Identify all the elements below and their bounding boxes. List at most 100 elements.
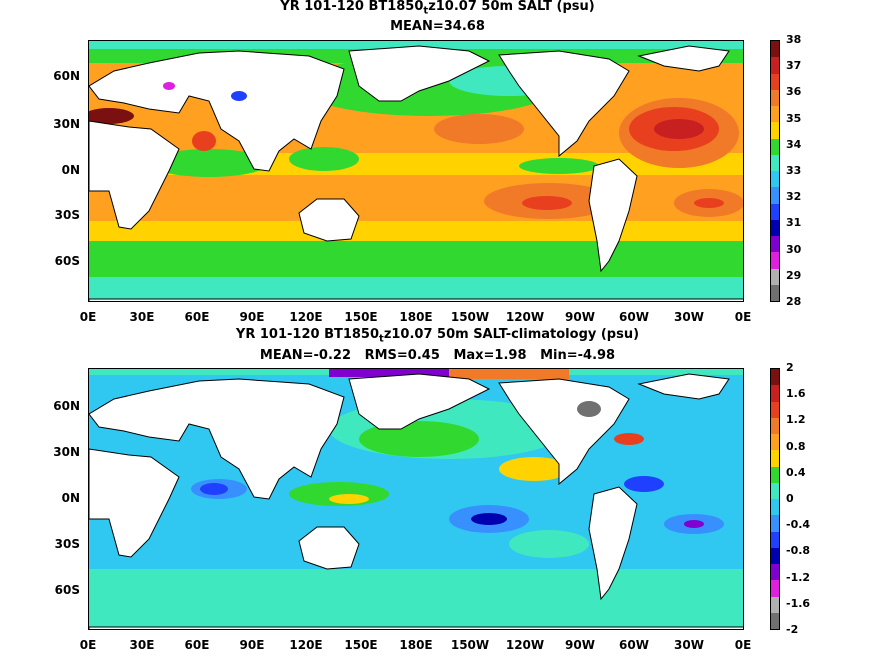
- colorbar-swatch: [771, 564, 779, 581]
- colorbar-tick-label: 1.6: [786, 387, 806, 401]
- top-lat-label-60s: 60S: [54, 254, 80, 268]
- colorbar-swatch: [771, 41, 779, 58]
- top-lon-label: 150E: [344, 310, 378, 324]
- top-salinity-map: [88, 40, 744, 302]
- colorbar-tick-label: 32: [786, 190, 802, 204]
- colorbar-tick-label: 35: [786, 111, 802, 125]
- bottom-lon-label: 30W: [674, 638, 704, 652]
- colorbar-swatch: [771, 284, 779, 301]
- colorbar-swatch: [771, 531, 779, 548]
- bottom-lon-label: 0E: [734, 638, 752, 652]
- bottom-lon-label: 0E: [79, 638, 97, 652]
- bottom-colorbar: [770, 368, 780, 630]
- top-lon-label: 0E: [79, 310, 97, 324]
- colorbar-tick-label: -2: [786, 623, 799, 636]
- bottom-lon-label: 90E: [239, 638, 265, 652]
- colorbar-swatch: [771, 466, 779, 483]
- bottom-lon-label: 120W: [505, 638, 545, 652]
- colorbar-tick-label: 0: [786, 492, 794, 505]
- colorbar-swatch: [771, 89, 779, 106]
- top-lon-label: 120E: [289, 310, 323, 324]
- colorbar-swatch: [771, 57, 779, 74]
- bottom-lon-label: 60W: [619, 638, 649, 652]
- bottom-lon-label: 60E: [184, 638, 210, 652]
- colorbar-tick-label: 38: [786, 33, 802, 46]
- colorbar-tick-label: -1.6: [786, 596, 811, 610]
- colorbar-swatch: [771, 417, 779, 434]
- colorbar-tick-label: 37: [786, 59, 802, 73]
- top-lon-label: 60E: [184, 310, 210, 324]
- top-lat-label-0n: 0N: [61, 163, 80, 177]
- colorbar-tick-label: 34: [786, 137, 802, 151]
- colorbar-swatch: [771, 154, 779, 171]
- top-colorbar: [770, 40, 780, 302]
- top-lon-label: 120W: [505, 310, 545, 324]
- bottom-lon-label: 150W: [450, 638, 490, 652]
- colorbar-tick-label: 33: [786, 164, 802, 177]
- bottom-anomaly-field: [89, 369, 743, 629]
- colorbar-swatch: [771, 171, 779, 188]
- colorbar-swatch: [771, 499, 779, 516]
- colorbar-swatch: [771, 268, 779, 285]
- top-lat-label-60n: 60N: [53, 69, 80, 83]
- colorbar-tick-label: -1.2: [786, 570, 811, 584]
- bottom-lon-label: 30E: [129, 638, 155, 652]
- colorbar-swatch: [771, 434, 779, 451]
- top-lon-label: 60W: [619, 310, 649, 324]
- colorbar-swatch: [771, 369, 779, 386]
- colorbar-swatch: [771, 547, 779, 564]
- top-lon-label: 90W: [565, 310, 595, 324]
- top-lon-label: 30W: [674, 310, 704, 324]
- colorbar-tick-label: 28: [786, 295, 802, 308]
- colorbar-swatch: [771, 252, 779, 269]
- colorbar-swatch: [771, 236, 779, 253]
- bottom-lon-label: 120E: [289, 638, 323, 652]
- top-map-title: YR 101-120 BT1850tz10.07 50m SALT (psu): [280, 0, 595, 17]
- colorbar-tick-label: 2: [786, 361, 794, 374]
- top-lon-label: 90E: [239, 310, 265, 324]
- colorbar-swatch: [771, 612, 779, 629]
- colorbar-tick-label: -0.4: [786, 518, 811, 532]
- top-lon-label: 180E: [399, 310, 433, 324]
- bottom-lat-label-60s: 60S: [54, 583, 80, 597]
- colorbar-tick-label: 30: [786, 242, 802, 256]
- bottom-lon-label: 90W: [565, 638, 595, 652]
- colorbar-tick-label: 0.4: [786, 465, 806, 479]
- colorbar-swatch: [771, 138, 779, 155]
- colorbar-swatch: [771, 73, 779, 90]
- bottom-map-title: YR 101-120 BT1850tz10.07 50m SALT-climat…: [235, 327, 640, 345]
- bottom-lat-label-0n: 0N: [61, 491, 80, 505]
- colorbar-swatch: [771, 401, 779, 418]
- bottom-lat-label-30s: 30S: [54, 537, 80, 551]
- bottom-anomaly-map: [88, 368, 744, 630]
- top-lat-label-30n: 30N: [53, 117, 80, 131]
- top-salinity-field: [89, 41, 743, 301]
- colorbar-tick-label: 31: [786, 216, 802, 230]
- bottom-map-subtitle: MEAN=-0.22 RMS=0.45 Max=1.98 Min=-4.98: [259, 348, 616, 363]
- colorbar-swatch: [771, 203, 779, 220]
- colorbar-swatch: [771, 187, 779, 204]
- bottom-lat-label-30n: 30N: [53, 445, 80, 459]
- colorbar-swatch: [771, 482, 779, 499]
- top-lon-label: 150W: [450, 310, 490, 324]
- colorbar-swatch: [771, 596, 779, 613]
- colorbar-tick-label: 36: [786, 85, 802, 99]
- colorbar-swatch: [771, 385, 779, 402]
- colorbar-tick-label: 1.2: [786, 413, 806, 427]
- colorbar-swatch: [771, 106, 779, 123]
- colorbar-swatch: [771, 515, 779, 532]
- top-lon-label: 0E: [734, 310, 752, 324]
- top-lat-label-30s: 30S: [54, 208, 80, 222]
- colorbar-swatch: [771, 580, 779, 597]
- colorbar-swatch: [771, 450, 779, 467]
- colorbar-swatch: [771, 122, 779, 139]
- bottom-lon-label: 150E: [344, 638, 378, 652]
- colorbar-tick-label: 0.8: [786, 439, 806, 453]
- colorbar-tick-label: 29: [786, 268, 802, 282]
- bottom-lat-label-60n: 60N: [53, 399, 80, 413]
- top-map-subtitle: MEAN=34.68: [390, 19, 485, 34]
- colorbar-swatch: [771, 219, 779, 236]
- colorbar-tick-label: -0.8: [786, 544, 811, 558]
- bottom-lon-label: 180E: [399, 638, 433, 652]
- top-lon-label: 30E: [129, 310, 155, 324]
